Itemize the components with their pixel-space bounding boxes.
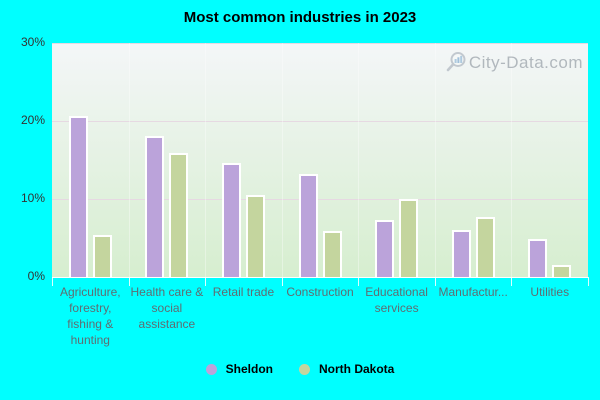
bar-group-educational-services [358,43,435,277]
bar-group-agriculture-forestry-fishing-hunting [52,43,129,277]
x-category-label-educational-services: Educational services [365,285,428,315]
x-tick [358,277,360,286]
x-axis-ticks [52,277,589,286]
legend-label-north-dakota: North Dakota [319,362,395,376]
y-tick-label: 10% [20,191,45,205]
category-separator [281,43,283,277]
x-category-label-manufactur: Manufactur... [438,285,508,299]
bar-north-dakota [552,265,572,277]
y-axis-labels: 0% 10% 20% 30% [0,35,45,283]
category-separator [434,43,436,277]
gridline-30 [52,43,588,44]
bar-north-dakota [475,216,495,277]
gridline-20 [52,120,588,122]
legend-swatch-sheldon [205,363,217,375]
magnifier-with-bars-icon [446,52,466,72]
bar-sheldon [298,174,318,277]
x-tick [588,277,589,286]
x-category-label-construction: Construction [286,285,354,299]
bar-north-dakota [169,152,189,277]
bar-north-dakota [322,230,342,277]
watermark: City-Data.com [444,51,583,74]
bar-north-dakota [92,234,112,277]
bar-sheldon [68,116,88,277]
gridline-10 [52,198,588,200]
bar-north-dakota [245,195,265,277]
bar-sheldon [145,135,165,277]
x-axis-labels: Agriculture, forestry, fishing & hunting… [52,282,588,348]
plot-area: City-Data.com [52,43,588,278]
watermark-text: City-Data.com [468,52,583,72]
bar-group-utilities [511,43,588,277]
legend-swatch-north-dakota [299,363,310,375]
legend-item-sheldon: Sheldon [205,362,273,376]
bar-sheldon [221,163,241,277]
category-separator [511,43,513,277]
bar-group-retail-trade [205,43,282,277]
x-tick [281,277,283,286]
y-tick-label: 20% [20,113,45,127]
bar-north-dakota [399,199,419,277]
x-tick [128,277,130,286]
x-tick [511,277,513,286]
category-separator [205,43,207,277]
x-category-label-agriculture-forestry-fishing-hunting: Agriculture, forestry, fishing & hunting [59,285,121,347]
x-tick [205,277,207,286]
bar-group-manufactur [435,43,512,277]
x-category-label-utilities: Utilities [530,285,570,299]
bar-sheldon [451,230,471,277]
x-category-label-health-care-social-assistance: Health care & social assistance [130,285,204,331]
bar-group-health-care-social-assistance [129,43,206,277]
x-tick [52,277,53,286]
category-separator [128,43,130,277]
legend: Sheldon North Dakota [0,362,600,376]
x-tick [434,277,436,286]
bar-sheldon [528,238,548,277]
bar-sheldon [375,220,395,277]
y-tick-label: 0% [27,269,45,283]
y-tick-label: 30% [20,35,45,49]
chart-title: Most common industries in 2023 [183,9,417,26]
legend-item-north-dakota: North Dakota [299,362,394,376]
category-separator [358,43,360,277]
x-category-label-retail-trade: Retail trade [212,285,275,299]
bars-layer [52,43,588,277]
legend-label-sheldon: Sheldon [225,362,273,376]
bar-group-construction [282,43,359,277]
